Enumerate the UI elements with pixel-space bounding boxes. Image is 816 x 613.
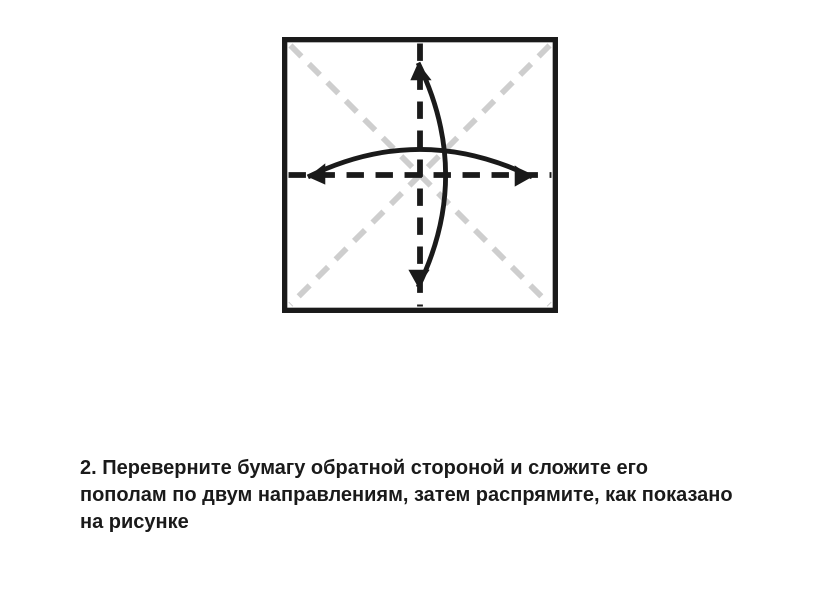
arrow-head-bottom bbox=[408, 270, 429, 287]
arrow-head-right bbox=[515, 165, 532, 186]
diagram-svg bbox=[275, 30, 565, 320]
origami-diagram bbox=[275, 30, 565, 320]
step-caption: 2. Переверните бумагу обратной стороной … bbox=[80, 455, 740, 536]
